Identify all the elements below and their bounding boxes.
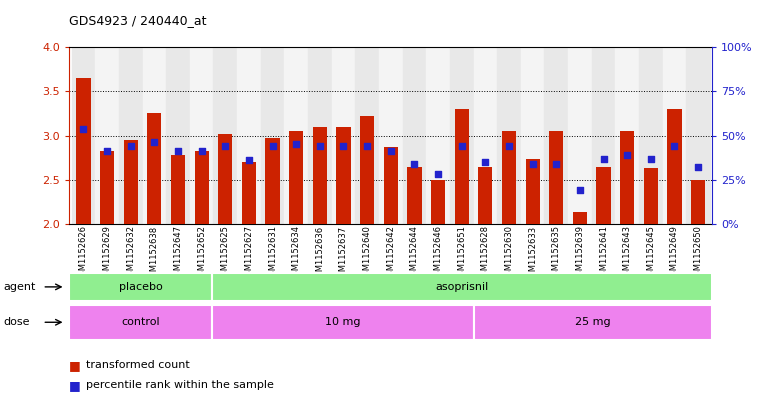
Bar	[360, 116, 374, 224]
Bar	[644, 168, 658, 224]
Bar	[119, 47, 142, 224]
Bar	[525, 160, 540, 224]
Bar	[379, 47, 403, 224]
Bar	[147, 114, 162, 224]
Text: ■: ■	[69, 359, 81, 372]
Bar	[403, 47, 427, 224]
Bar	[573, 211, 587, 224]
Text: GDS4923 / 240440_at: GDS4923 / 240440_at	[69, 15, 207, 28]
Point	[361, 143, 373, 149]
Bar	[497, 47, 521, 224]
Bar	[450, 47, 474, 224]
Bar	[544, 47, 568, 224]
Point	[574, 187, 586, 193]
Text: dose: dose	[4, 317, 30, 327]
Bar	[474, 47, 497, 224]
Bar	[639, 47, 663, 224]
Bar	[237, 47, 261, 224]
Point	[621, 152, 633, 158]
Text: control: control	[122, 317, 160, 327]
Bar	[383, 147, 398, 224]
Text: percentile rank within the sample: percentile rank within the sample	[86, 380, 274, 390]
Point	[550, 161, 562, 167]
Bar	[332, 47, 355, 224]
Point	[408, 161, 420, 167]
Text: ■: ■	[69, 378, 81, 392]
Text: placebo: placebo	[119, 282, 162, 292]
Point	[290, 141, 303, 147]
Bar	[76, 78, 91, 224]
Bar	[218, 134, 233, 224]
Point	[432, 171, 444, 177]
Point	[503, 143, 515, 149]
Bar	[691, 180, 705, 224]
Bar	[615, 47, 639, 224]
Point	[77, 125, 89, 132]
Bar	[95, 47, 119, 224]
Bar	[171, 155, 185, 224]
Bar	[454, 109, 469, 224]
Text: 10 mg: 10 mg	[326, 317, 361, 327]
Point	[668, 143, 681, 149]
Bar	[190, 47, 213, 224]
Point	[456, 143, 468, 149]
Point	[266, 143, 279, 149]
Bar	[686, 47, 710, 224]
Bar	[142, 47, 166, 224]
Text: transformed count: transformed count	[86, 360, 190, 371]
Point	[125, 143, 137, 149]
Bar	[261, 47, 284, 224]
Point	[243, 157, 255, 163]
Bar	[213, 47, 237, 224]
Bar	[195, 151, 209, 224]
Text: asoprisnil: asoprisnil	[436, 282, 489, 292]
Bar	[431, 180, 445, 224]
Bar	[308, 47, 332, 224]
Bar	[668, 109, 681, 224]
Bar	[521, 47, 544, 224]
Bar	[478, 167, 493, 224]
Bar	[355, 47, 379, 224]
Bar	[502, 131, 516, 224]
Text: 25 mg: 25 mg	[575, 317, 611, 327]
Point	[692, 163, 705, 170]
Bar	[266, 138, 280, 224]
Point	[598, 156, 610, 163]
Bar	[663, 47, 686, 224]
Bar	[427, 47, 450, 224]
Bar	[242, 162, 256, 224]
Bar	[407, 167, 421, 224]
Point	[313, 143, 326, 149]
Bar	[124, 140, 138, 224]
Bar	[289, 131, 303, 224]
Point	[101, 147, 113, 154]
Bar	[284, 47, 308, 224]
Point	[479, 159, 491, 165]
Bar	[591, 47, 615, 224]
Bar	[568, 47, 591, 224]
Bar	[100, 151, 114, 224]
Point	[219, 143, 232, 149]
Bar	[336, 127, 350, 224]
Point	[527, 161, 539, 167]
Point	[172, 147, 184, 154]
Point	[196, 147, 208, 154]
Bar	[549, 131, 564, 224]
Point	[337, 143, 350, 149]
Bar	[72, 47, 95, 224]
Bar	[620, 131, 634, 224]
Point	[644, 156, 657, 163]
Bar	[166, 47, 190, 224]
Text: agent: agent	[4, 282, 36, 292]
Bar	[313, 127, 327, 224]
Point	[149, 139, 161, 145]
Point	[384, 147, 397, 154]
Bar	[597, 167, 611, 224]
